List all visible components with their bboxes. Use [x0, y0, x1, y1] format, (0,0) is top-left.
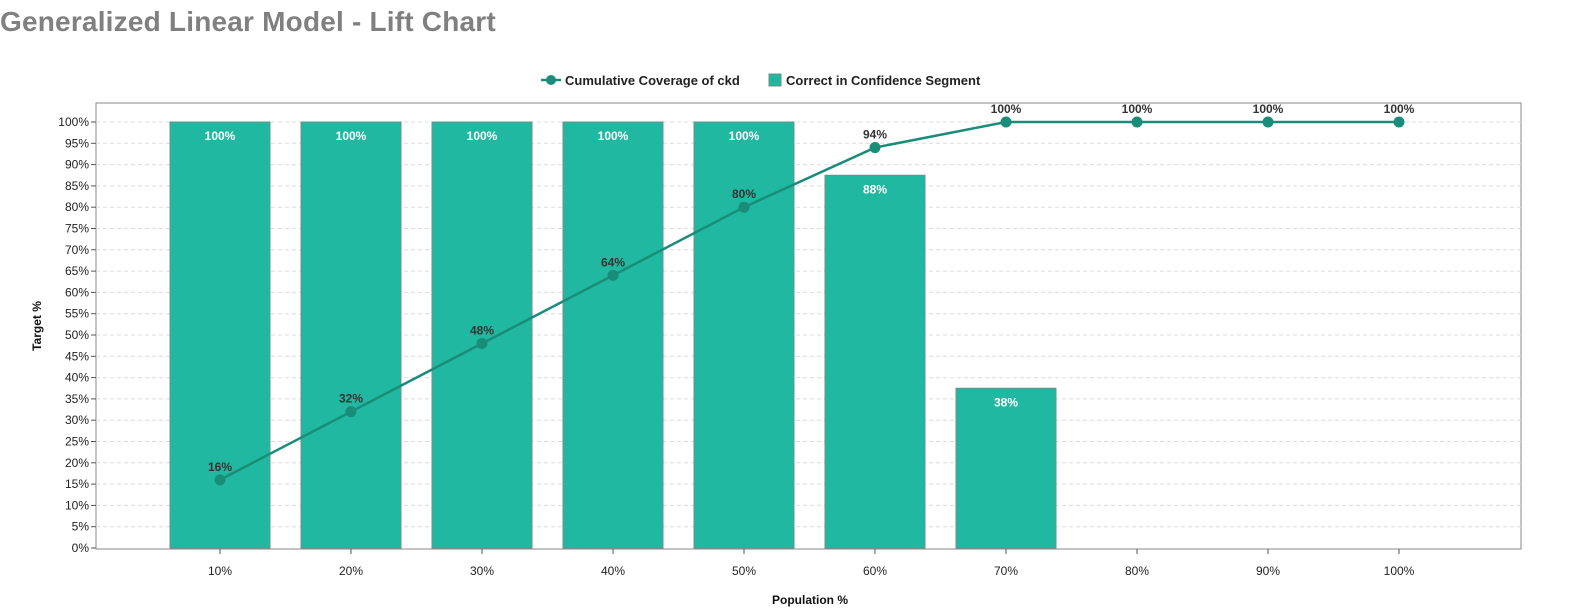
y-tick-label: 90%	[65, 158, 89, 172]
bar-value-label: 100%	[336, 129, 367, 143]
legend-label-line: Cumulative Coverage of ckd	[565, 73, 740, 88]
x-tick-label: 50%	[732, 564, 756, 578]
y-tick-label: 10%	[65, 498, 89, 512]
bar	[955, 387, 1057, 549]
y-tick-label: 35%	[65, 392, 89, 406]
y-tick-label: 30%	[65, 413, 89, 427]
y-tick-label: 60%	[65, 285, 89, 299]
cumulative-coverage-line	[219, 120, 1399, 481]
y-tick-label: 50%	[65, 328, 89, 342]
bar-series: 100% 100% 100% 100% 100% 88% 38%	[169, 121, 1057, 549]
y-tick-label: 5%	[72, 520, 90, 534]
x-axis-title: Population %	[772, 593, 848, 607]
point-value-label: 100%	[1384, 102, 1415, 116]
chart-title: Generalized Linear Model - Lift Chart	[0, 6, 496, 37]
bar-value-label: 100%	[729, 129, 760, 143]
y-axis: 0% 5% 10% 15% 20% 25% 30% 35% 40% 45% 50% 55% 60% 65%…	[58, 115, 96, 555]
legend-label-bar: Correct in Confidence Segment	[786, 73, 981, 88]
y-tick-label: 40%	[65, 371, 89, 385]
bar	[562, 121, 664, 549]
y-tick-label: 85%	[65, 179, 89, 193]
data-point	[1131, 116, 1143, 128]
y-tick-label: 20%	[65, 456, 89, 470]
x-tick-label: 20%	[339, 564, 363, 578]
data-point	[869, 142, 881, 154]
data-point	[1262, 116, 1274, 128]
point-value-label: 100%	[1253, 102, 1284, 116]
x-tick-label: 90%	[1256, 564, 1280, 578]
bar	[431, 121, 533, 549]
bar-value-label: 100%	[598, 129, 629, 143]
y-tick-label: 75%	[65, 222, 89, 236]
x-tick-label: 40%	[601, 564, 625, 578]
bar-value-label: 100%	[205, 129, 236, 143]
y-tick-label: 65%	[65, 264, 89, 278]
y-tick-label: 95%	[65, 136, 89, 150]
x-tick-label: 30%	[470, 564, 494, 578]
bar-value-label: 38%	[994, 395, 1018, 409]
bar	[824, 174, 926, 549]
bar-value-label: 100%	[467, 129, 498, 143]
legend-line-marker	[546, 75, 556, 85]
point-value-label: 80%	[732, 187, 756, 201]
data-point	[476, 338, 488, 350]
y-tick-label: 25%	[65, 435, 89, 449]
point-value-label: 100%	[1122, 102, 1153, 116]
x-tick-label: 60%	[863, 564, 887, 578]
y-tick-label: 15%	[65, 477, 89, 491]
y-tick-label: 45%	[65, 349, 89, 363]
point-value-label: 100%	[991, 102, 1022, 116]
legend-bar-swatch	[768, 73, 782, 87]
y-tick-label: 80%	[65, 200, 89, 214]
data-point	[1393, 116, 1405, 128]
x-tick-label: 70%	[994, 564, 1018, 578]
data-point	[738, 201, 750, 213]
x-tick-label: 10%	[208, 564, 232, 578]
y-tick-label: 70%	[65, 243, 89, 257]
data-point	[1000, 116, 1012, 128]
x-tick-label: 100%	[1384, 564, 1415, 578]
point-value-label: 32%	[339, 392, 363, 406]
data-point	[607, 269, 619, 281]
chart-legend: Cumulative Coverage of ckd Correct in Con…	[541, 73, 981, 88]
point-value-label: 16%	[208, 460, 232, 474]
y-tick-label: 100%	[58, 115, 89, 129]
line-series: 16% 32% 48% 64% 80% 94% 100% 100% 100% 100%	[208, 102, 1415, 486]
y-tick-label: 55%	[65, 307, 89, 321]
bar	[693, 121, 795, 549]
point-value-label: 48%	[470, 324, 494, 338]
x-axis: 10% 20% 30% 40% 50% 60% 70% 80% 90% 100%	[208, 549, 1415, 578]
y-axis-title: Target %	[30, 301, 44, 351]
x-tick-label: 80%	[1125, 564, 1149, 578]
point-value-label: 94%	[863, 128, 887, 142]
data-point	[214, 474, 226, 486]
bar-value-label: 88%	[863, 182, 887, 196]
y-tick-label: 0%	[72, 541, 90, 555]
point-value-label: 64%	[601, 255, 625, 269]
data-point	[345, 406, 357, 418]
bar	[300, 121, 402, 549]
